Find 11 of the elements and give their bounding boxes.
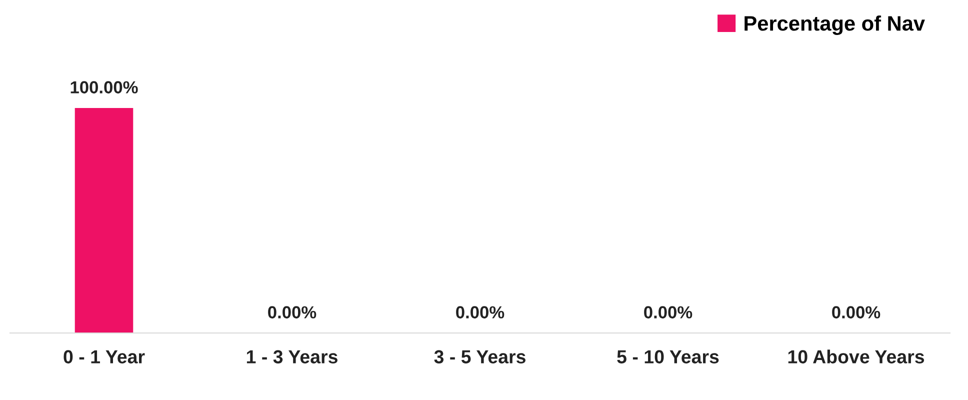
x-tick-label: 0 - 1 Year bbox=[64, 350, 145, 364]
x-tick-label: 10 Above Years bbox=[788, 350, 924, 364]
x-tick-label: 5 - 10 Years bbox=[617, 350, 719, 364]
legend-label: Percentage of Nav bbox=[744, 15, 925, 35]
x-tick-label: 1 - 3 Years bbox=[246, 350, 338, 364]
data-label: 0.00% bbox=[268, 306, 316, 318]
data-label: 0.00% bbox=[456, 306, 504, 318]
x-tick-label: 3 - 5 Years bbox=[434, 350, 526, 364]
data-label: 100.00% bbox=[70, 81, 138, 94]
data-label: 0.00% bbox=[644, 306, 692, 318]
data-label: 0.00% bbox=[832, 306, 880, 318]
